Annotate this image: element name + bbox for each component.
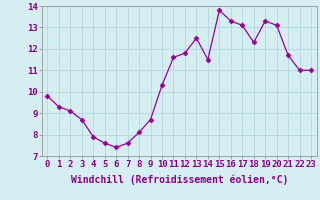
X-axis label: Windchill (Refroidissement éolien,°C): Windchill (Refroidissement éolien,°C) <box>70 175 288 185</box>
